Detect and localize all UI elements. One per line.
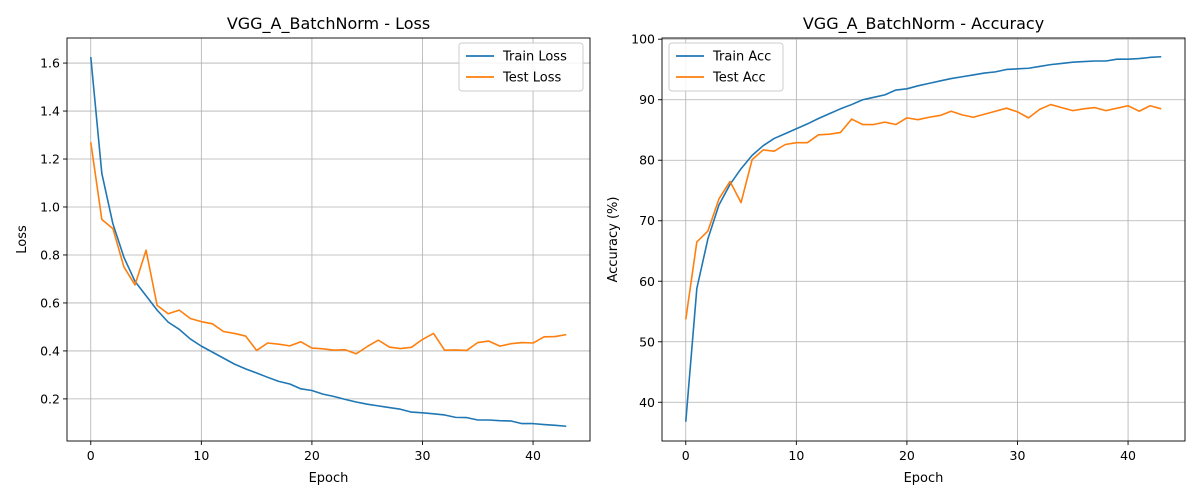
- chart-title: VGG_A_BatchNorm - Loss: [227, 14, 430, 34]
- chart-panel-1: 0 10 20 30 40 40 50 60 70 80 90 100 VGG_A_BatchNorm …: [606, 14, 1186, 486]
- chart-panel-0: 0 10 20 30 40 0.2 0.4 0.6 0.8 1.0 1.2 1.4 1.6 VGG_A_B…: [15, 14, 591, 486]
- y-tick-label: 1.0: [40, 199, 60, 214]
- x-tick-label: 20: [899, 448, 915, 463]
- x-tick-label: 20: [304, 448, 320, 463]
- y-tick-label: 100: [631, 32, 655, 47]
- y-tick-label: 0.6: [40, 295, 60, 310]
- y-tick-label: 50: [639, 334, 655, 349]
- legend-entry-test-loss: Test Loss: [502, 71, 561, 86]
- y-tick-label: 1.2: [40, 152, 60, 167]
- y-axis-label: Accuracy (%): [606, 197, 621, 283]
- x-tick-label: 10: [788, 448, 804, 463]
- y-tick-label: 70: [639, 213, 655, 228]
- x-axis-label: Epoch: [309, 471, 349, 486]
- axes-frame: [66, 37, 591, 442]
- x-tick-label: 40: [1120, 448, 1136, 463]
- series-line-test-loss: [89, 142, 567, 355]
- series-line-train-acc: [684, 55, 1162, 422]
- y-tick-label: 60: [639, 274, 655, 289]
- y-tick-label: 0.2: [40, 391, 60, 406]
- y-axis-label: Loss: [15, 225, 30, 254]
- y-tick-label: 0.8: [40, 247, 60, 262]
- y-tick-label: 1.4: [40, 104, 60, 119]
- legend-box: [458, 42, 584, 92]
- legend: Train Loss Test Loss: [458, 42, 584, 92]
- legend: Train Acc Test Acc: [668, 42, 784, 92]
- y-tick-label: 40: [639, 395, 655, 410]
- x-tick-label: 0: [87, 448, 95, 463]
- x-tick-label: 40: [525, 448, 541, 463]
- y-tick-label: 1.6: [40, 56, 60, 71]
- legend-box: [668, 42, 784, 92]
- x-tick-label: 10: [193, 448, 209, 463]
- x-tick-label: 0: [682, 448, 690, 463]
- y-tick-label: 90: [639, 92, 655, 107]
- x-tick-label: 30: [415, 448, 431, 463]
- axes-frame: [661, 37, 1186, 442]
- y-tick-label: 0.4: [40, 343, 60, 358]
- series-line-train-loss: [89, 56, 567, 428]
- legend-entry-test-acc: Test Acc: [712, 71, 766, 86]
- x-tick-label: 30: [1010, 448, 1026, 463]
- legend-entry-train-acc: Train Acc: [712, 50, 771, 65]
- legend-entry-train-loss: Train Loss: [502, 50, 567, 65]
- series-line-test-acc: [684, 103, 1162, 320]
- y-tick-label: 80: [639, 153, 655, 168]
- chart-title: VGG_A_BatchNorm - Accuracy: [803, 14, 1044, 34]
- x-axis-label: Epoch: [904, 471, 944, 486]
